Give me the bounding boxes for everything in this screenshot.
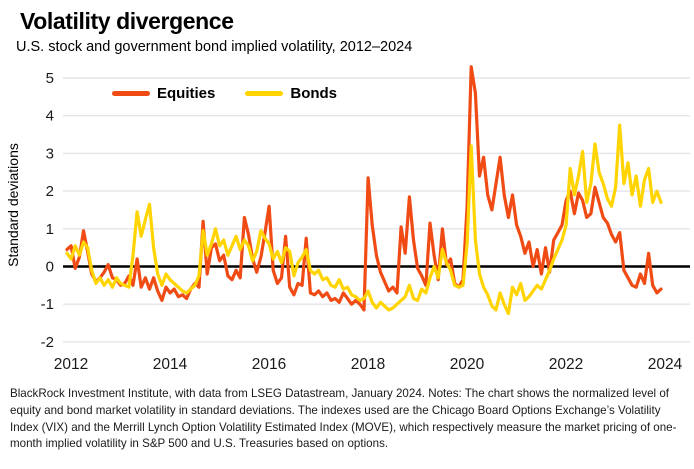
bonds-line-swatch-icon (245, 91, 284, 96)
x-tick-label: 2012 (54, 356, 88, 373)
x-tick-label: 2024 (648, 356, 683, 373)
equities-line-swatch-icon (112, 91, 150, 96)
y-tick-label: 5 (46, 70, 54, 87)
x-tick-label: 2014 (153, 356, 188, 373)
page-title: Volatility divergence (20, 8, 234, 34)
x-tick-label: 2018 (351, 356, 385, 373)
x-tick-label: 2022 (549, 356, 583, 373)
y-tick-label: -1 (41, 296, 54, 313)
bonds-line (65, 123, 663, 316)
x-tick-label: 2020 (450, 356, 485, 373)
legend-label-bonds: Bonds (290, 85, 338, 102)
legend-item-bonds: Bonds (245, 85, 337, 102)
y-tick-label: 3 (46, 145, 54, 162)
y-tick-label: 2 (46, 183, 54, 200)
y-tick-label: 0 (46, 259, 54, 276)
y-tick-label: 4 (46, 108, 54, 125)
y-tick-label: -2 (41, 334, 54, 351)
y-tick-label: 1 (46, 221, 54, 238)
legend: Equities Bonds (112, 85, 337, 102)
equities-line (65, 65, 663, 312)
page-subtitle: U.S. stock and government bond implied v… (16, 39, 413, 55)
legend-label-equities: Equities (157, 85, 216, 102)
footnote: BlackRock Investment Institute, with dat… (10, 387, 677, 451)
x-tick-label: 2016 (252, 356, 286, 373)
legend-item-equities: Equities (112, 85, 215, 102)
